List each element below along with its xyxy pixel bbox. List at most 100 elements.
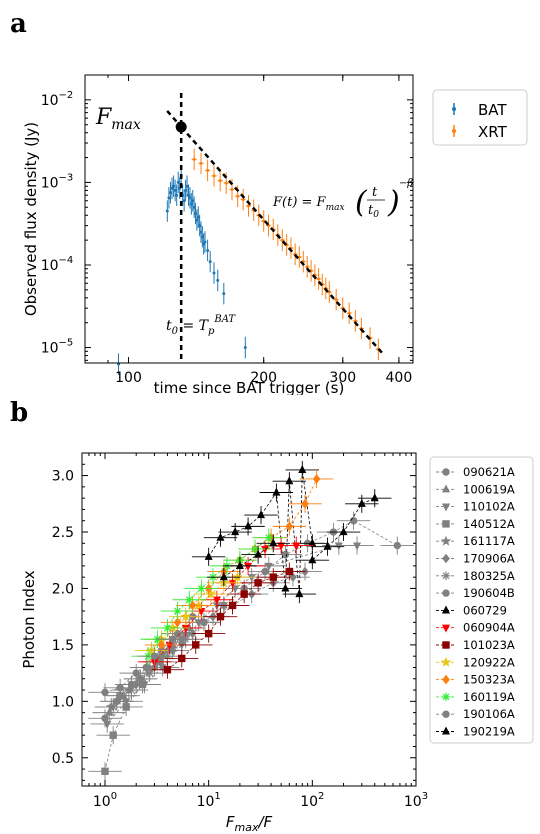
x-axis-label-b: Fmax/F [226,813,273,834]
x-tick-label: 400 [386,370,413,386]
data-point [163,623,172,633]
y-tick-label: 2.5 [52,525,74,541]
legend-box-a [432,89,528,146]
data-point [228,601,237,610]
data-point [261,567,269,576]
bat-point [243,346,247,350]
x-tick-label: 103 [404,791,428,810]
bat-point [172,184,176,188]
legend-marker [442,710,450,718]
bat-point [195,218,199,222]
data-point [101,767,109,776]
bat-point [216,278,220,282]
xrt-point [218,179,222,183]
data-point [188,600,197,611]
x-tick-label: 100 [93,791,117,810]
bat-point [170,186,174,190]
data-point [349,517,358,525]
legend-label: 180325A [463,569,515,583]
legend-label: 190219A [463,725,515,739]
data-point [231,527,240,536]
data-point [235,560,244,569]
y-tick-label: 10−5 [41,338,74,357]
legend-label: 101023A [463,638,515,652]
xrt-point [241,198,245,202]
formula-t0: t0 [368,203,379,220]
data-point [353,542,362,551]
fmax-point [175,121,187,133]
xrt-point [224,181,228,185]
series-line [106,545,358,725]
bat-point [198,224,202,228]
fmax-label: Fmax [95,105,141,133]
data-point [298,464,307,473]
bat-point [199,230,203,234]
x-tick-label: 300 [329,370,356,386]
legend-marker [441,484,451,493]
data-point [194,619,203,628]
data-point [393,541,401,550]
formula-paren-right: ) [387,185,400,220]
data-point [334,542,343,551]
legend-a: BAT XRT [432,89,528,146]
data-point [205,588,217,599]
series-101023A [150,562,307,679]
data-point [204,629,213,638]
xrt-point [212,174,216,178]
formula-exponent: −β [399,178,413,189]
y-tick-label: 10−4 [41,255,74,274]
data-point [312,474,321,484]
xrt-point [206,168,210,172]
legend-marker [442,589,450,597]
legend-label: 060904A [463,621,515,635]
data-point [269,573,277,581]
series-line [208,469,375,595]
y-tick-label: 2.0 [52,581,74,597]
xrt-point [199,161,203,165]
rise-line [166,110,183,128]
xrt-point [192,157,196,161]
plot-frame-b [81,452,417,787]
legend-marker [452,107,456,111]
xrt-point [305,265,309,269]
legend-marker [452,129,456,133]
data-point [168,645,177,656]
bat-point [203,240,207,244]
legend-label: 090621A [463,465,515,479]
legend-marker [440,535,452,546]
legend-marker [441,692,451,702]
data-point [254,579,262,587]
legend-label: 150323A [463,673,515,687]
legend-marker [441,624,451,633]
data-point [169,635,177,643]
data-point [228,579,237,588]
legend-label: 161117A [463,534,515,548]
data-point [163,666,172,674]
data-point [264,562,273,571]
data-point [250,544,260,554]
data-point [157,640,166,650]
x-tick-label: 100 [115,370,142,386]
data-point [257,510,266,519]
panel-label-a: a [10,9,27,39]
data-point [178,654,186,663]
chart-a: a Fmax F(t) = Fmax (t t0)−β t0 = TpBAT 100 200 3… [10,9,528,395]
data-point [116,684,124,692]
bat-point [208,260,212,264]
legend-label: 110102A [463,500,515,514]
bat-point [182,199,186,203]
legend-marker [442,520,450,528]
data-point [272,487,281,496]
x-axis-label-a: time since BAT trigger (s) [154,379,345,395]
data-point [192,641,200,649]
xrt-point [353,319,357,323]
legend-label: 060729 [463,603,507,617]
data-point [109,702,118,712]
legend-label: 190106A [463,707,515,721]
y-tick-label: 1.0 [52,694,74,710]
bat-point [200,235,204,239]
y-tick-label: 10−2 [41,90,74,109]
bat-point [165,209,169,213]
data-point [103,720,112,729]
data-point [132,669,140,677]
